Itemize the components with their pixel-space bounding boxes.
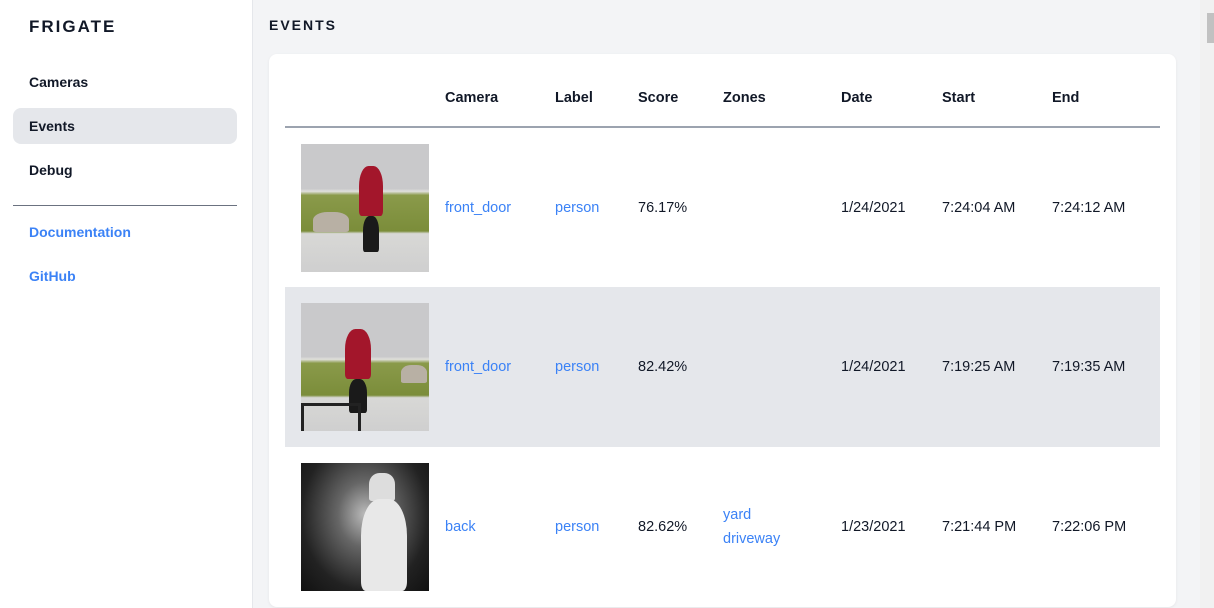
link-github[interactable]: GitHub xyxy=(29,268,76,284)
start-time: 7:19:25 AM xyxy=(942,287,1052,447)
sidebar-item-debug[interactable]: Debug xyxy=(29,162,73,178)
page-title: EVENTS xyxy=(269,17,338,33)
thumbnail-cell xyxy=(285,287,445,447)
header-label: Label xyxy=(555,54,638,128)
camera-link[interactable]: back xyxy=(445,519,476,535)
sidebar-item-cameras[interactable]: Cameras xyxy=(29,74,89,90)
date: 1/24/2021 xyxy=(841,287,942,447)
zones xyxy=(723,127,841,287)
start-time: 7:21:44 PM xyxy=(942,519,1017,535)
score: 82.62% xyxy=(638,519,688,535)
zones xyxy=(723,287,841,447)
header-camera: Camera xyxy=(445,54,555,128)
camera-link[interactable]: front_door xyxy=(445,287,555,447)
label-link[interactable]: person xyxy=(555,199,600,216)
header-start: Start xyxy=(942,54,1052,128)
events-card: Camera Label Score Zones Date Start End … xyxy=(269,54,1176,607)
header-thumbnail xyxy=(285,54,445,128)
event-thumbnail[interactable] xyxy=(301,463,429,591)
main-content: EVENTS Camera Label Score Zones Date Sta… xyxy=(253,0,1200,608)
start-time: 7:24:04 AM xyxy=(942,199,1016,216)
sidebar-item-events[interactable]: Events xyxy=(13,108,237,144)
zone-link[interactable]: yard xyxy=(723,507,752,523)
events-table: Camera Label Score Zones Date Start End … xyxy=(285,54,1160,607)
table-row[interactable]: back person 82.62% yard driveway 1/23/202… xyxy=(285,447,1160,607)
header-date: Date xyxy=(841,54,942,128)
brand-logo: FRIGATE xyxy=(29,17,117,36)
table-row[interactable]: front_door person 82.42% 1/24/2021 7:19:… xyxy=(285,287,1160,447)
thumbnail-cell xyxy=(285,127,445,287)
table-header: Camera Label Score Zones Date Start End xyxy=(285,54,1160,128)
zones: yard driveway xyxy=(723,447,841,607)
score: 76.17% xyxy=(638,199,688,216)
score: 82.42% xyxy=(638,287,723,447)
label-link[interactable]: person xyxy=(555,519,600,535)
table-row[interactable]: front_door person 76.17% 1/24/2021 7:24:… xyxy=(285,127,1160,287)
date: 1/23/2021 xyxy=(841,519,906,535)
date: 1/24/2021 xyxy=(841,199,906,216)
header-zones: Zones xyxy=(723,54,841,128)
sidebar-divider xyxy=(13,205,237,206)
scrollbar-thumb[interactable] xyxy=(1207,13,1214,43)
link-documentation[interactable]: Documentation xyxy=(29,224,131,240)
end-time: 7:19:35 AM xyxy=(1052,287,1160,447)
end-time: 7:24:12 AM xyxy=(1052,199,1126,216)
event-thumbnail[interactable] xyxy=(301,143,429,272)
sidebar: FRIGATE Cameras Events Debug Documentati… xyxy=(0,0,253,608)
event-thumbnail[interactable] xyxy=(301,303,429,431)
label-link[interactable]: person xyxy=(555,287,638,447)
scrollbar[interactable] xyxy=(1200,0,1214,608)
zone-link[interactable]: driveway xyxy=(723,531,781,547)
camera-link[interactable]: front_door xyxy=(445,199,512,216)
thumbnail-cell xyxy=(285,447,445,607)
end-time: 7:22:06 PM xyxy=(1052,519,1127,535)
header-score: Score xyxy=(638,54,723,128)
header-end: End xyxy=(1052,54,1160,128)
